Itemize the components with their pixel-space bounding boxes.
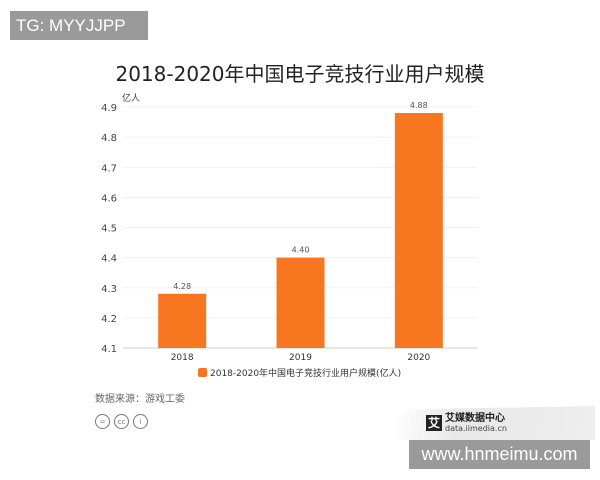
y-tick-label: 4.6 xyxy=(101,193,117,204)
y-axis-unit: 亿人 xyxy=(122,92,140,104)
license-icons: = cc i xyxy=(95,414,148,429)
person-icon: i xyxy=(133,414,148,429)
chart-title: 2018-2020年中国电子竞技行业用户规模 xyxy=(115,62,485,86)
logo-name: 艾媒数据中心 xyxy=(445,413,505,424)
y-tick-label: 4.2 xyxy=(101,314,117,325)
y-tick-label: 4.9 xyxy=(101,103,117,114)
bar xyxy=(158,293,207,348)
logo-url: data.iimedia.cn xyxy=(445,424,507,433)
legend-swatch xyxy=(198,368,207,377)
bar xyxy=(276,257,325,348)
logo: 艾 艾媒数据中心 data.iimedia.cn xyxy=(426,413,507,433)
y-tick-label: 4.8 xyxy=(101,133,117,144)
y-tick-label: 4.4 xyxy=(101,254,117,265)
bar-chart: 4.1 4.2 4.3 4.4 4.5 4.6 4.7 4.8 4.9 亿人 4.28 2018 4.4… xyxy=(101,92,478,379)
x-tick-label: 2020 xyxy=(407,353,430,363)
cc-icon: cc xyxy=(114,414,129,429)
y-tick-label: 4.5 xyxy=(101,224,117,235)
logo-mark: 艾 xyxy=(426,415,442,431)
data-label: 4.88 xyxy=(410,101,428,110)
x-tick-label: 2019 xyxy=(289,353,312,363)
source-note: 数据来源：游戏工委 xyxy=(95,394,185,405)
x-tick-label: 2018 xyxy=(171,353,194,363)
y-tick-label: 4.1 xyxy=(101,344,117,355)
equals-icon: = xyxy=(95,414,110,429)
bar xyxy=(394,113,443,349)
y-tick-label: 4.7 xyxy=(101,163,117,174)
legend-label: 2018-2020年中国电子竞技行业用户规模(亿人) xyxy=(210,367,401,379)
data-label: 4.40 xyxy=(292,246,310,255)
y-tick-label: 4.3 xyxy=(101,284,117,295)
data-label: 4.28 xyxy=(173,282,191,291)
watermark-top: TG: MYYJJPP xyxy=(10,11,148,40)
watermark-bottom: www.hnmeimu.com xyxy=(409,440,590,469)
